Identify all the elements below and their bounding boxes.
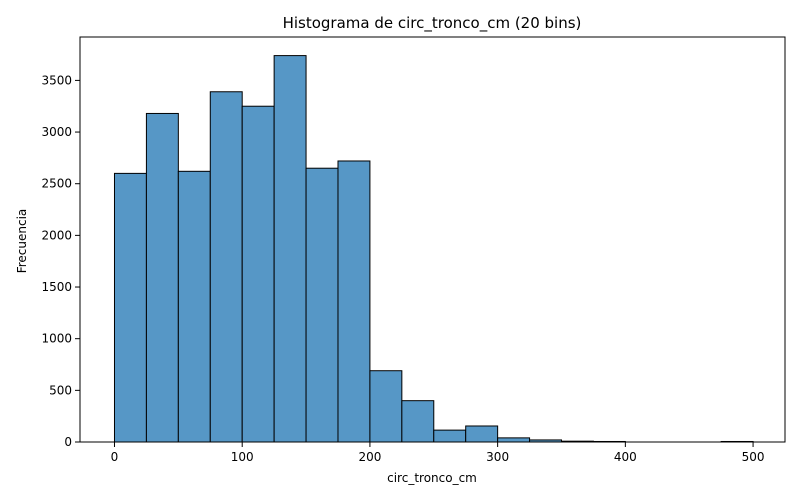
histogram-bar-5 xyxy=(273,55,307,443)
histogram-bar-2 xyxy=(177,170,211,443)
histogram-bar-9 xyxy=(401,400,435,443)
x-tick-label-2: 200 xyxy=(358,450,381,464)
x-tick-label-3: 300 xyxy=(486,450,509,464)
histogram-bar-10 xyxy=(433,429,467,443)
x-tick-label-0: 0 xyxy=(111,450,119,464)
histogram-bar-1 xyxy=(145,112,179,443)
y-axis-ticks: 0 500 1000 1500 2000 2500 3000 3500 xyxy=(41,73,80,449)
x-tick-label-4: 400 xyxy=(614,450,637,464)
bars-group xyxy=(113,55,754,443)
y-tick-label-7: 3500 xyxy=(41,73,72,87)
y-tick-label-1: 500 xyxy=(49,383,72,397)
histogram-bar-4 xyxy=(241,105,275,443)
histogram-bar-3 xyxy=(209,91,243,443)
histogram-bar-8 xyxy=(369,370,403,443)
histogram-bar-6 xyxy=(305,167,339,443)
y-tick-label-3: 1500 xyxy=(41,280,72,294)
x-tick-label-1: 100 xyxy=(231,450,254,464)
histogram-bar-7 xyxy=(337,160,371,443)
y-tick-label-2: 1000 xyxy=(41,332,72,346)
x-axis-label: circ_tronco_cm xyxy=(387,471,477,485)
histogram-bar-11 xyxy=(465,425,499,443)
y-tick-label-0: 0 xyxy=(64,435,72,449)
x-axis-ticks: 0 100 200 300 400 500 xyxy=(111,442,765,464)
chart-title: Histograma de circ_tronco_cm (20 bins) xyxy=(283,14,582,33)
histogram-bar-12 xyxy=(497,437,531,443)
x-tick-label-5: 500 xyxy=(742,450,765,464)
y-tick-label-6: 3000 xyxy=(41,125,72,139)
y-tick-label-5: 2500 xyxy=(41,177,72,191)
histogram-bar-0 xyxy=(113,172,147,443)
plot-frame xyxy=(79,36,786,443)
y-axis-label: Frecuencia xyxy=(15,209,29,274)
y-tick-label-4: 2000 xyxy=(41,228,72,242)
